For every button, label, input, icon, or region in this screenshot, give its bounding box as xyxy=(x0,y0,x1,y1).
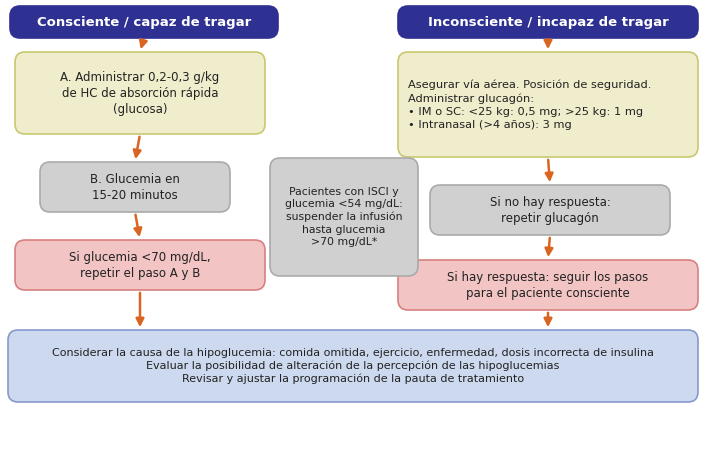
Text: B. Glucemia en
15-20 minutos: B. Glucemia en 15-20 minutos xyxy=(90,173,180,201)
FancyBboxPatch shape xyxy=(10,6,278,38)
Text: A. Administrar 0,2-0,3 g/kg
de HC de absorción rápida
(glucosa): A. Administrar 0,2-0,3 g/kg de HC de abs… xyxy=(61,71,220,116)
Text: Si glucemia <70 mg/dL,
repetir el paso A y B: Si glucemia <70 mg/dL, repetir el paso A… xyxy=(69,250,211,280)
FancyBboxPatch shape xyxy=(398,52,698,157)
Text: Consciente / capaz de tragar: Consciente / capaz de tragar xyxy=(37,16,251,28)
Text: Considerar la causa de la hipoglucemia: comida omitida, ejercicio, enfermedad, d: Considerar la causa de la hipoglucemia: … xyxy=(52,348,654,384)
Text: Pacientes con ISCI y
glucemia <54 mg/dL:
suspender la infusión
hasta glucemia
>7: Pacientes con ISCI y glucemia <54 mg/dL:… xyxy=(285,187,403,247)
Text: Si hay respuesta: seguir los pasos
para el paciente consciente: Si hay respuesta: seguir los pasos para … xyxy=(448,271,649,300)
FancyBboxPatch shape xyxy=(398,260,698,310)
Text: Asegurar vía aérea. Posición de seguridad.
Administrar glucagón:
• IM o SC: <25 : Asegurar vía aérea. Posición de segurida… xyxy=(408,79,652,130)
FancyBboxPatch shape xyxy=(8,330,698,402)
FancyBboxPatch shape xyxy=(15,240,265,290)
FancyBboxPatch shape xyxy=(398,6,698,38)
FancyBboxPatch shape xyxy=(15,52,265,134)
FancyBboxPatch shape xyxy=(40,162,230,212)
Text: Si no hay respuesta:
repetir glucagón: Si no hay respuesta: repetir glucagón xyxy=(489,195,611,225)
FancyBboxPatch shape xyxy=(430,185,670,235)
FancyBboxPatch shape xyxy=(270,158,418,276)
Text: Inconsciente / incapaz de tragar: Inconsciente / incapaz de tragar xyxy=(428,16,669,28)
